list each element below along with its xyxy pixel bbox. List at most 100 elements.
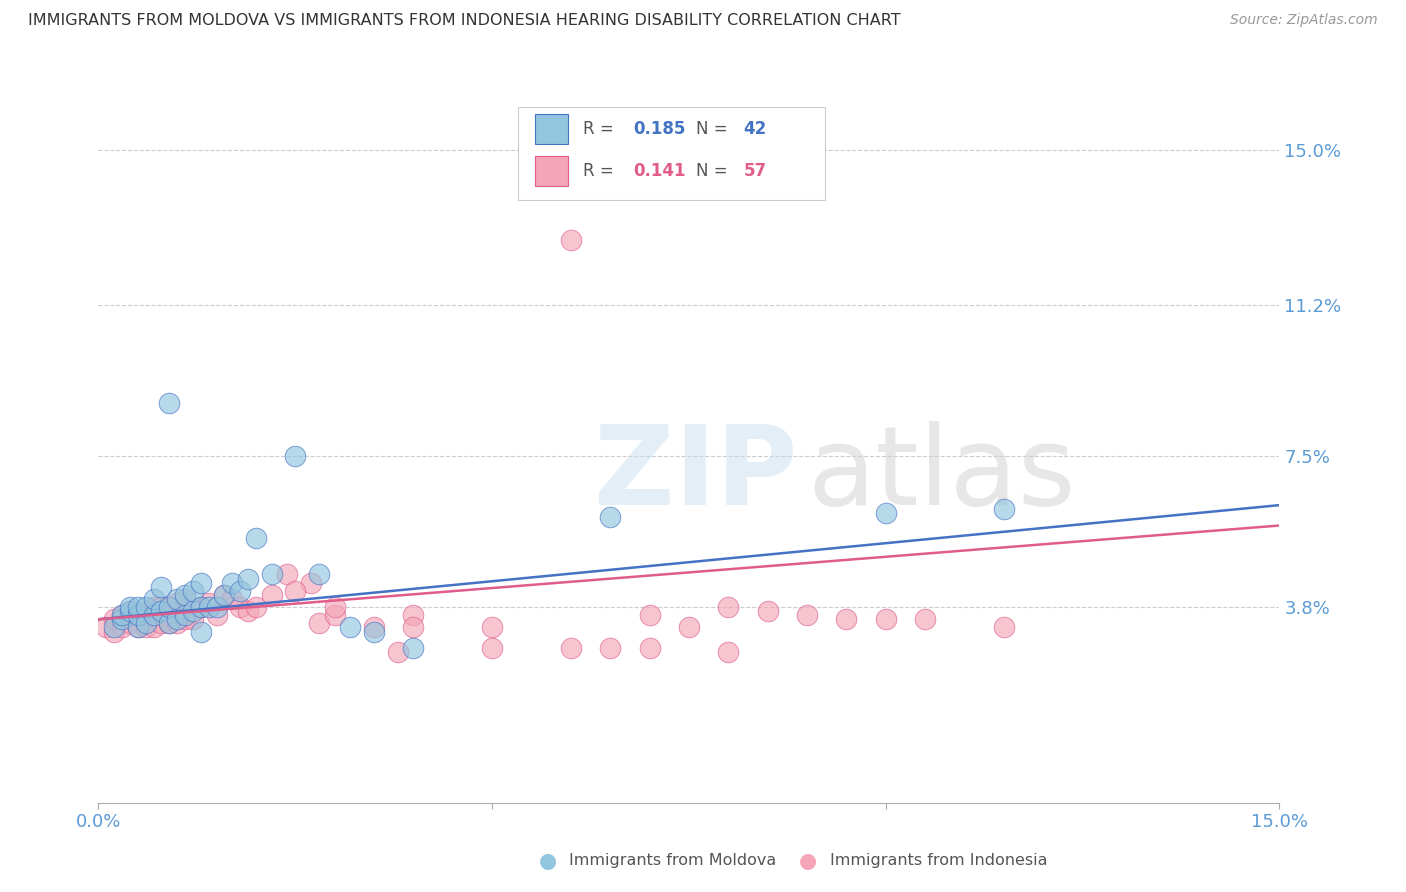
Point <box>174 612 197 626</box>
Point <box>221 575 243 590</box>
Point <box>796 608 818 623</box>
Point <box>150 604 173 618</box>
Point <box>308 616 330 631</box>
Text: ●: ● <box>800 851 817 871</box>
Point <box>914 612 936 626</box>
Point <box>142 608 165 623</box>
Point <box>103 624 125 639</box>
Point <box>678 620 700 634</box>
Point <box>135 604 157 618</box>
Text: N =: N = <box>696 161 733 179</box>
Text: Immigrants from Indonesia: Immigrants from Indonesia <box>830 854 1047 868</box>
Point <box>103 612 125 626</box>
Point <box>260 588 283 602</box>
Text: IMMIGRANTS FROM MOLDOVA VS IMMIGRANTS FROM INDONESIA HEARING DISABILITY CORRELAT: IMMIGRANTS FROM MOLDOVA VS IMMIGRANTS FR… <box>28 13 901 29</box>
Point <box>387 645 409 659</box>
Text: 57: 57 <box>744 161 766 179</box>
Point <box>599 640 621 655</box>
Point <box>236 572 259 586</box>
Point <box>875 506 897 520</box>
Point <box>717 645 740 659</box>
Point <box>402 620 425 634</box>
Point <box>993 620 1015 634</box>
Point <box>142 620 165 634</box>
Point <box>197 600 219 615</box>
Point <box>260 567 283 582</box>
Text: 42: 42 <box>744 120 766 138</box>
Point <box>111 608 134 623</box>
Point <box>150 600 173 615</box>
Point <box>181 604 204 618</box>
Text: Immigrants from Moldova: Immigrants from Moldova <box>569 854 776 868</box>
Point <box>127 620 149 634</box>
Point <box>190 600 212 615</box>
Point <box>174 591 197 606</box>
Point <box>481 640 503 655</box>
FancyBboxPatch shape <box>517 107 825 200</box>
Point <box>276 567 298 582</box>
Point <box>284 449 307 463</box>
Point <box>127 608 149 623</box>
Point <box>205 608 228 623</box>
Point <box>875 612 897 626</box>
Point <box>118 616 141 631</box>
Point <box>142 591 165 606</box>
Point <box>402 640 425 655</box>
Point <box>560 233 582 247</box>
Point <box>221 591 243 606</box>
Point <box>190 600 212 615</box>
Point <box>174 608 197 623</box>
Point <box>339 620 361 634</box>
Point <box>190 575 212 590</box>
Point <box>363 624 385 639</box>
Point <box>118 600 141 615</box>
Point <box>127 600 149 615</box>
Point <box>135 620 157 634</box>
Point <box>166 616 188 631</box>
Point <box>111 612 134 626</box>
Point <box>599 510 621 524</box>
Point <box>166 596 188 610</box>
Point <box>323 608 346 623</box>
Point <box>150 580 173 594</box>
Point <box>363 620 385 634</box>
Text: R =: R = <box>582 120 619 138</box>
FancyBboxPatch shape <box>536 155 568 186</box>
Point <box>481 620 503 634</box>
Point <box>96 620 118 634</box>
Point <box>103 620 125 634</box>
Point <box>157 396 180 410</box>
Point <box>166 612 188 626</box>
Point <box>299 575 322 590</box>
Point <box>245 531 267 545</box>
Point <box>142 600 165 615</box>
Point <box>127 608 149 623</box>
Point <box>157 616 180 631</box>
Point <box>229 600 252 615</box>
Point <box>135 616 157 631</box>
Point <box>835 612 858 626</box>
Point <box>284 583 307 598</box>
Point <box>560 640 582 655</box>
Point <box>150 616 173 631</box>
Point <box>181 612 204 626</box>
Point <box>135 600 157 615</box>
Point <box>174 588 197 602</box>
Text: ZIP: ZIP <box>595 421 797 528</box>
Point <box>111 620 134 634</box>
Point <box>111 608 134 623</box>
Point <box>638 608 661 623</box>
Point <box>214 588 236 602</box>
Text: N =: N = <box>696 120 733 138</box>
Point <box>127 620 149 634</box>
Point <box>214 588 236 602</box>
Point <box>229 583 252 598</box>
Point <box>157 600 180 615</box>
Point <box>157 616 180 631</box>
Point <box>190 624 212 639</box>
FancyBboxPatch shape <box>536 114 568 145</box>
Text: Source: ZipAtlas.com: Source: ZipAtlas.com <box>1230 13 1378 28</box>
Text: R =: R = <box>582 161 619 179</box>
Point <box>236 604 259 618</box>
Text: atlas: atlas <box>807 421 1076 528</box>
